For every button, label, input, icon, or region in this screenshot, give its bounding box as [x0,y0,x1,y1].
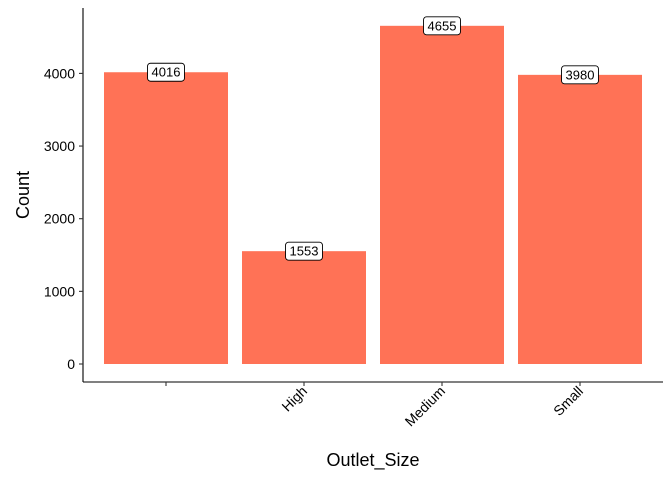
data-label: 1553 [285,241,323,261]
data-label: 4016 [147,62,185,82]
data-label: 4655 [423,16,461,36]
data-label-text: 4655 [428,18,457,33]
x-axis-ticks: High Medium Small [165,382,586,430]
y-axis-ticks: 0 1000 2000 3000 4000 [44,65,83,372]
data-label-text: 4016 [152,65,181,80]
data-label-box [561,65,599,85]
x-tick-label: High [278,383,310,415]
bar [242,251,366,364]
bar [380,25,504,365]
bar [104,72,228,364]
y-tick-label: 2000 [44,211,75,227]
y-tick-label: 1000 [44,283,75,299]
y-tick-label: 4000 [44,65,75,81]
data-label: 3980 [561,65,599,85]
y-axis-title: Count [13,171,33,219]
x-tick-label: Small [550,383,586,419]
data-labels-layer: 4016 1553 4655 3980 [147,16,599,261]
data-label-box [285,241,323,261]
bars-layer [104,25,642,365]
x-axis-title: Outlet_Size [326,450,419,471]
x-tick-label: Medium [402,383,449,430]
data-label-text: 1553 [290,244,319,259]
data-label-box [423,16,461,36]
y-tick-label: 0 [67,356,75,372]
data-label-text: 3980 [566,67,595,82]
data-label-box [147,62,185,82]
y-tick-label: 3000 [44,138,75,154]
bar [518,74,642,364]
